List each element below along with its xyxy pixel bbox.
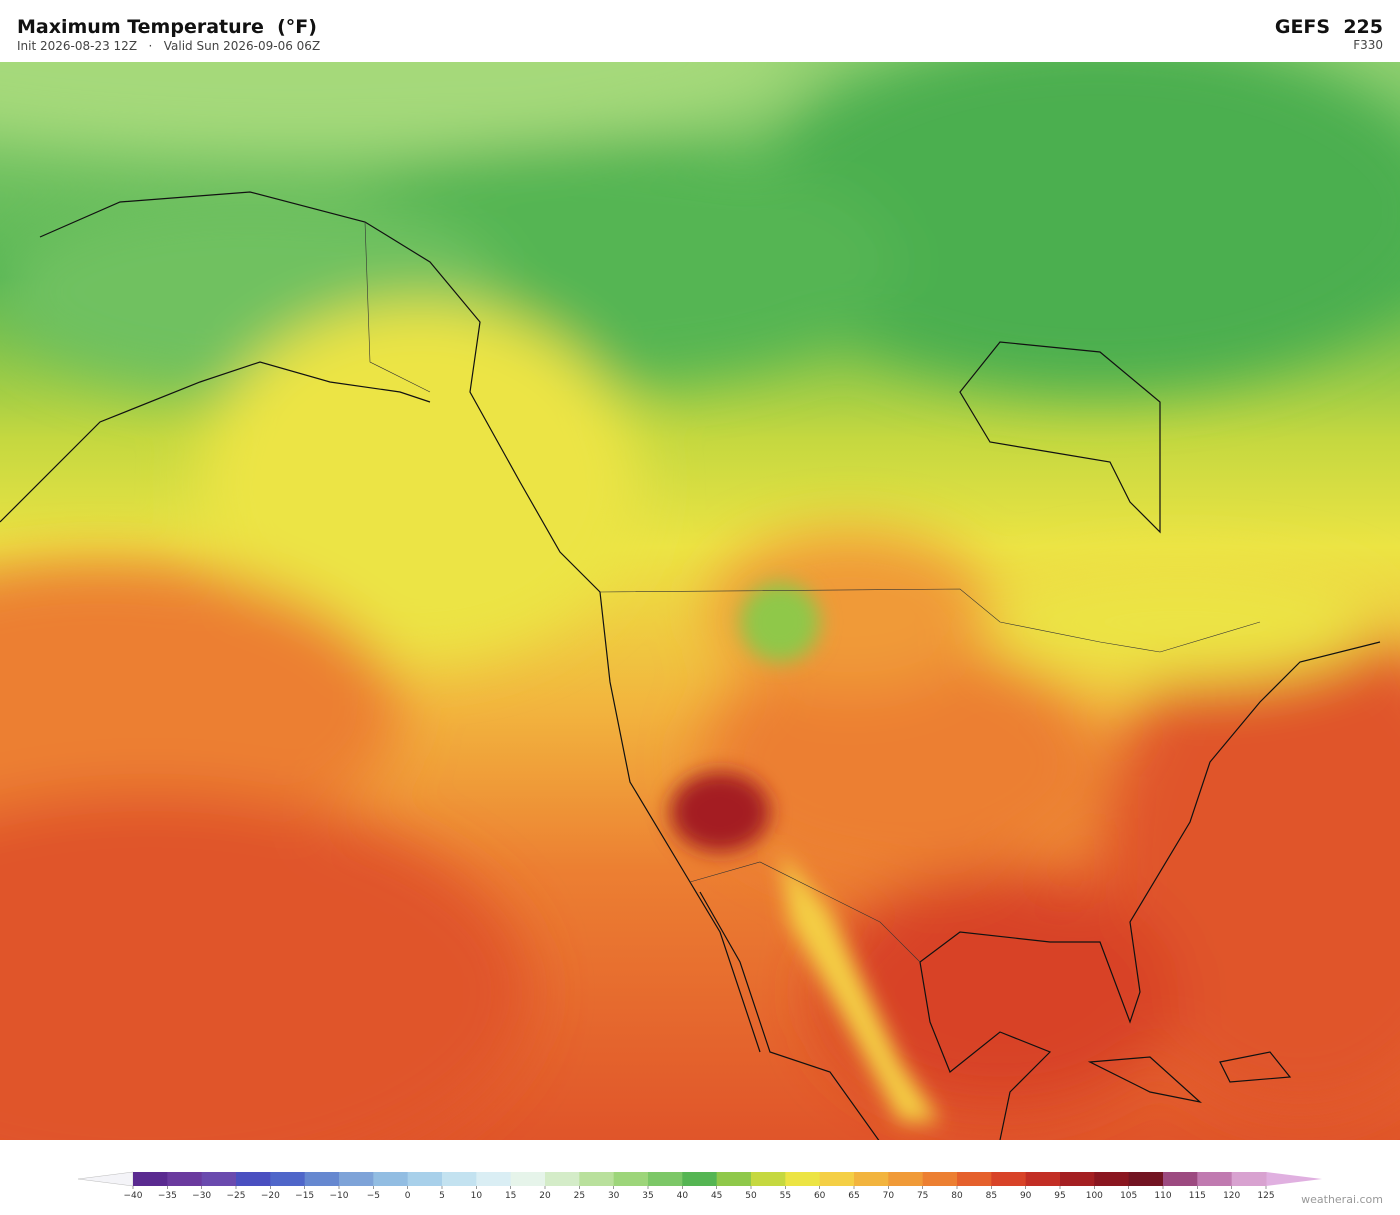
colorbar-segment (133, 1172, 168, 1186)
colorbar-segment (579, 1172, 615, 1186)
colorbar-tick-label: 75 (917, 1191, 928, 1200)
temperature-map (0, 62, 1400, 1140)
colorbar-segment (236, 1172, 271, 1186)
colorbar: −40 −35 −30 −25 −20 −15 −10 −5 0 5 10 15 20 25 30 35 40 4… (77, 1171, 1322, 1200)
colorbar-segment (407, 1172, 443, 1186)
colorbar-segment (785, 1172, 821, 1186)
colorbar-tick-label: 5 (439, 1191, 445, 1200)
colorbar-tick-label: 45 (711, 1191, 722, 1200)
colorbar-tick-label: −30 (192, 1191, 211, 1200)
colorbar-segment (991, 1172, 1027, 1186)
colorbar-tick-label: 120 (1223, 1191, 1240, 1200)
colorbar-segment (1163, 1172, 1198, 1186)
colorbar-segment (682, 1172, 718, 1186)
colorbar-segment (510, 1172, 546, 1186)
colorbar-tick-label: 0 (405, 1191, 411, 1200)
colorbar-segment (1094, 1172, 1130, 1186)
colorbar-tick-label: 10 (471, 1191, 483, 1200)
colorbar-tick-label: 95 (1054, 1191, 1065, 1200)
colorbar-tick-label: −5 (367, 1191, 380, 1200)
colorbar-segment (167, 1172, 203, 1186)
colorbar-segment (201, 1172, 237, 1186)
colorbar-tick-label: −25 (227, 1191, 246, 1200)
colorbar-tick-label: 90 (1020, 1191, 1032, 1200)
colorbar-tick-label: 85 (986, 1191, 997, 1200)
colorbar-tick-label: 80 (951, 1191, 963, 1200)
colorbar-tick-label: 30 (608, 1191, 620, 1200)
colorbar-segment (922, 1172, 958, 1186)
colorbar-tick-label: 100 (1086, 1191, 1103, 1200)
colorbar-segment (957, 1172, 992, 1186)
colorbar-segment (888, 1172, 924, 1186)
colorbar-under (77, 1171, 134, 1187)
colorbar-segment (1060, 1172, 1095, 1186)
colorbar-tick-label: 115 (1189, 1191, 1206, 1200)
colorbar-tick-label: 70 (883, 1191, 895, 1200)
colorbar-tick-label: 110 (1154, 1191, 1171, 1200)
colorbar-segment (1197, 1172, 1233, 1186)
colorbar-tick-label: 125 (1257, 1191, 1274, 1200)
colorbar-tick-label: −35 (158, 1191, 177, 1200)
colorbar-segment (304, 1172, 340, 1186)
colorbar-tick-label: 20 (539, 1191, 551, 1200)
colorbar-segment (648, 1172, 683, 1186)
colorbar-tick-label: −10 (330, 1191, 349, 1200)
colorbar-tick-label: 105 (1120, 1191, 1137, 1200)
model-label: GEFS 225 (1274, 16, 1383, 38)
credit: weatherai.com (1301, 1193, 1383, 1206)
colorbar-segment (1128, 1172, 1164, 1186)
colorbar-segment (716, 1172, 752, 1186)
colorbar-tick-label: 55 (780, 1191, 791, 1200)
colorbar-over (1266, 1172, 1322, 1186)
colorbar-tick-label: −15 (295, 1191, 314, 1200)
coastlines (0, 191, 1381, 1140)
colorbar-segment (270, 1172, 306, 1186)
colorbar-tick-label: 50 (745, 1191, 757, 1200)
colorbar-tick-label: 40 (677, 1191, 689, 1200)
forecast-hour: F330 (1353, 38, 1383, 52)
colorbar-segment (1025, 1172, 1061, 1186)
borders (364, 221, 1261, 963)
colorbar-tick-label: 35 (642, 1191, 653, 1200)
colorbar-segment (545, 1172, 580, 1186)
colorbar-segment (442, 1172, 477, 1186)
colorbar-segment (476, 1172, 512, 1186)
colorbar-tick-label: 60 (814, 1191, 826, 1200)
temperature-field (0, 62, 1400, 1140)
colorbar-segment (819, 1172, 855, 1186)
colorbar-segment (613, 1172, 649, 1186)
colorbar-segment (751, 1172, 786, 1186)
colorbar-segment (854, 1172, 889, 1186)
map-subtitle: Init 2026-08-23 12Z · Valid Sun 2026-09-… (17, 39, 321, 53)
colorbar-segment (339, 1172, 374, 1186)
map-title: Maximum Temperature (°F) (17, 16, 317, 38)
colorbar-tick-label: 15 (505, 1191, 516, 1200)
colorbar-tick-label: −20 (261, 1191, 280, 1200)
colorbar-segment (373, 1172, 409, 1186)
colorbar-tick-label: 65 (848, 1191, 859, 1200)
colorbar-tick-label: 25 (574, 1191, 585, 1200)
colorbar-segment (1231, 1172, 1267, 1186)
colorbar-tick-label: −40 (124, 1191, 143, 1200)
